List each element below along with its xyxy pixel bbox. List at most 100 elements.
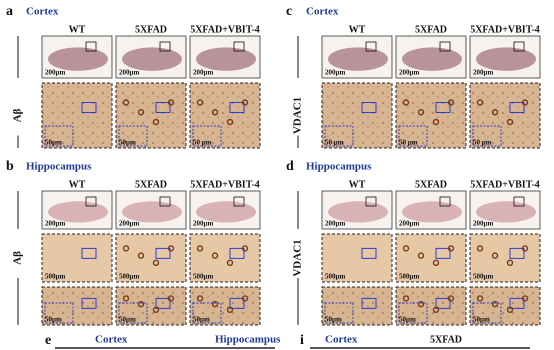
zoom-tile bbox=[469, 82, 541, 149]
plaque bbox=[402, 99, 410, 106]
plaque bbox=[167, 245, 175, 252]
roi-box bbox=[155, 247, 171, 259]
zoom-tile bbox=[115, 286, 187, 326]
inset-box bbox=[513, 41, 525, 52]
plaque bbox=[167, 99, 175, 106]
tissue bbox=[48, 47, 108, 71]
scale-label: 500μm bbox=[119, 273, 139, 281]
scale-label: 200μm bbox=[325, 220, 345, 228]
scale-label: 500μm bbox=[193, 273, 213, 281]
roi-box bbox=[81, 297, 97, 309]
region-title: Cortex bbox=[26, 6, 59, 18]
plaque bbox=[152, 259, 160, 266]
inset-box bbox=[159, 41, 171, 52]
stain-label: VDAC1 bbox=[292, 239, 304, 276]
scale-label: 50μm bbox=[325, 316, 342, 324]
plaque bbox=[402, 245, 410, 252]
section-label: Hippocampus bbox=[215, 334, 281, 346]
region-title: Hippocampus bbox=[26, 161, 92, 173]
roi-box bbox=[229, 102, 245, 113]
region-title: Cortex bbox=[306, 6, 339, 18]
plaque bbox=[432, 306, 440, 313]
plaque bbox=[521, 99, 529, 106]
zoom-tile bbox=[321, 233, 393, 283]
roi-box bbox=[361, 102, 377, 113]
panel-letter: b bbox=[6, 159, 14, 174]
region-title: Hippocampus bbox=[306, 161, 372, 173]
plaque bbox=[211, 252, 219, 259]
plaque bbox=[137, 252, 145, 259]
roi-box bbox=[509, 247, 525, 259]
plaque bbox=[122, 295, 130, 302]
zoom-tile bbox=[189, 233, 261, 283]
column-label: 5XFAD+VBIT-4 bbox=[190, 179, 260, 190]
scale-label: 200μm bbox=[399, 220, 419, 228]
plaque bbox=[241, 295, 249, 302]
roi-box bbox=[324, 302, 354, 324]
plaque bbox=[402, 295, 410, 302]
plaque bbox=[417, 300, 425, 308]
scale-label: 200μm bbox=[119, 220, 139, 228]
inset-box bbox=[365, 41, 377, 52]
plaque bbox=[506, 259, 514, 266]
column-label: WT bbox=[349, 179, 366, 190]
plaque bbox=[122, 245, 130, 252]
scale-label: 50 μm bbox=[399, 139, 418, 147]
column-label: WT bbox=[349, 24, 366, 35]
scale-label: 200μm bbox=[473, 69, 493, 77]
zoom-tile bbox=[321, 286, 393, 326]
roi-box bbox=[361, 297, 377, 309]
plaque bbox=[506, 118, 514, 126]
inset-box bbox=[85, 196, 97, 207]
roi-box bbox=[361, 247, 377, 259]
plaque bbox=[491, 300, 499, 308]
inset-box bbox=[513, 196, 525, 207]
plaque bbox=[196, 295, 204, 302]
tissue bbox=[196, 47, 256, 71]
scale-label: 500μm bbox=[399, 273, 419, 281]
plaque bbox=[226, 306, 234, 313]
panel-letter: e bbox=[45, 333, 51, 348]
scale-label: 50μm bbox=[473, 316, 490, 324]
scale-label: 200μm bbox=[45, 69, 65, 77]
column-label: WT bbox=[69, 24, 86, 35]
column-label: 5XFAD bbox=[415, 179, 447, 190]
roi-box bbox=[229, 297, 245, 309]
zoom-tile bbox=[41, 82, 113, 149]
zoom-tile bbox=[189, 286, 261, 326]
scale-label: 200μm bbox=[119, 69, 139, 77]
zoom-tile bbox=[41, 233, 113, 283]
roi-box bbox=[435, 297, 451, 309]
plaque bbox=[447, 99, 455, 106]
plaque bbox=[196, 245, 204, 252]
tissue bbox=[48, 201, 108, 223]
roi-box bbox=[118, 302, 148, 324]
roi-box bbox=[472, 125, 502, 147]
roi-box bbox=[81, 102, 97, 113]
panel-letter: d bbox=[286, 159, 294, 174]
section-label: Cortex bbox=[95, 334, 128, 346]
plaque bbox=[417, 109, 425, 116]
scale-label: 50 μm bbox=[193, 139, 212, 147]
scale-label: 200μm bbox=[193, 69, 213, 77]
scale-label: 200μm bbox=[399, 69, 419, 77]
plaque bbox=[241, 245, 249, 252]
scale-label: 500μm bbox=[473, 273, 493, 281]
plaque bbox=[196, 99, 204, 106]
tissue bbox=[328, 47, 388, 71]
roi-box bbox=[435, 102, 451, 113]
column-label: 5XFAD+VBIT-4 bbox=[470, 24, 540, 35]
roi-box bbox=[324, 125, 354, 147]
scale-label: 200μm bbox=[193, 220, 213, 228]
plaque bbox=[476, 99, 484, 106]
tissue bbox=[196, 201, 256, 223]
zoom-tile bbox=[115, 82, 187, 149]
scale-label: 50μm bbox=[45, 139, 62, 147]
plaque bbox=[152, 118, 160, 126]
column-label: 5XFAD bbox=[415, 24, 447, 35]
plaque bbox=[122, 99, 130, 106]
zoom-tile bbox=[469, 286, 541, 326]
scale-label: 50μm bbox=[119, 139, 136, 147]
scale-label: 50μm bbox=[193, 316, 210, 324]
